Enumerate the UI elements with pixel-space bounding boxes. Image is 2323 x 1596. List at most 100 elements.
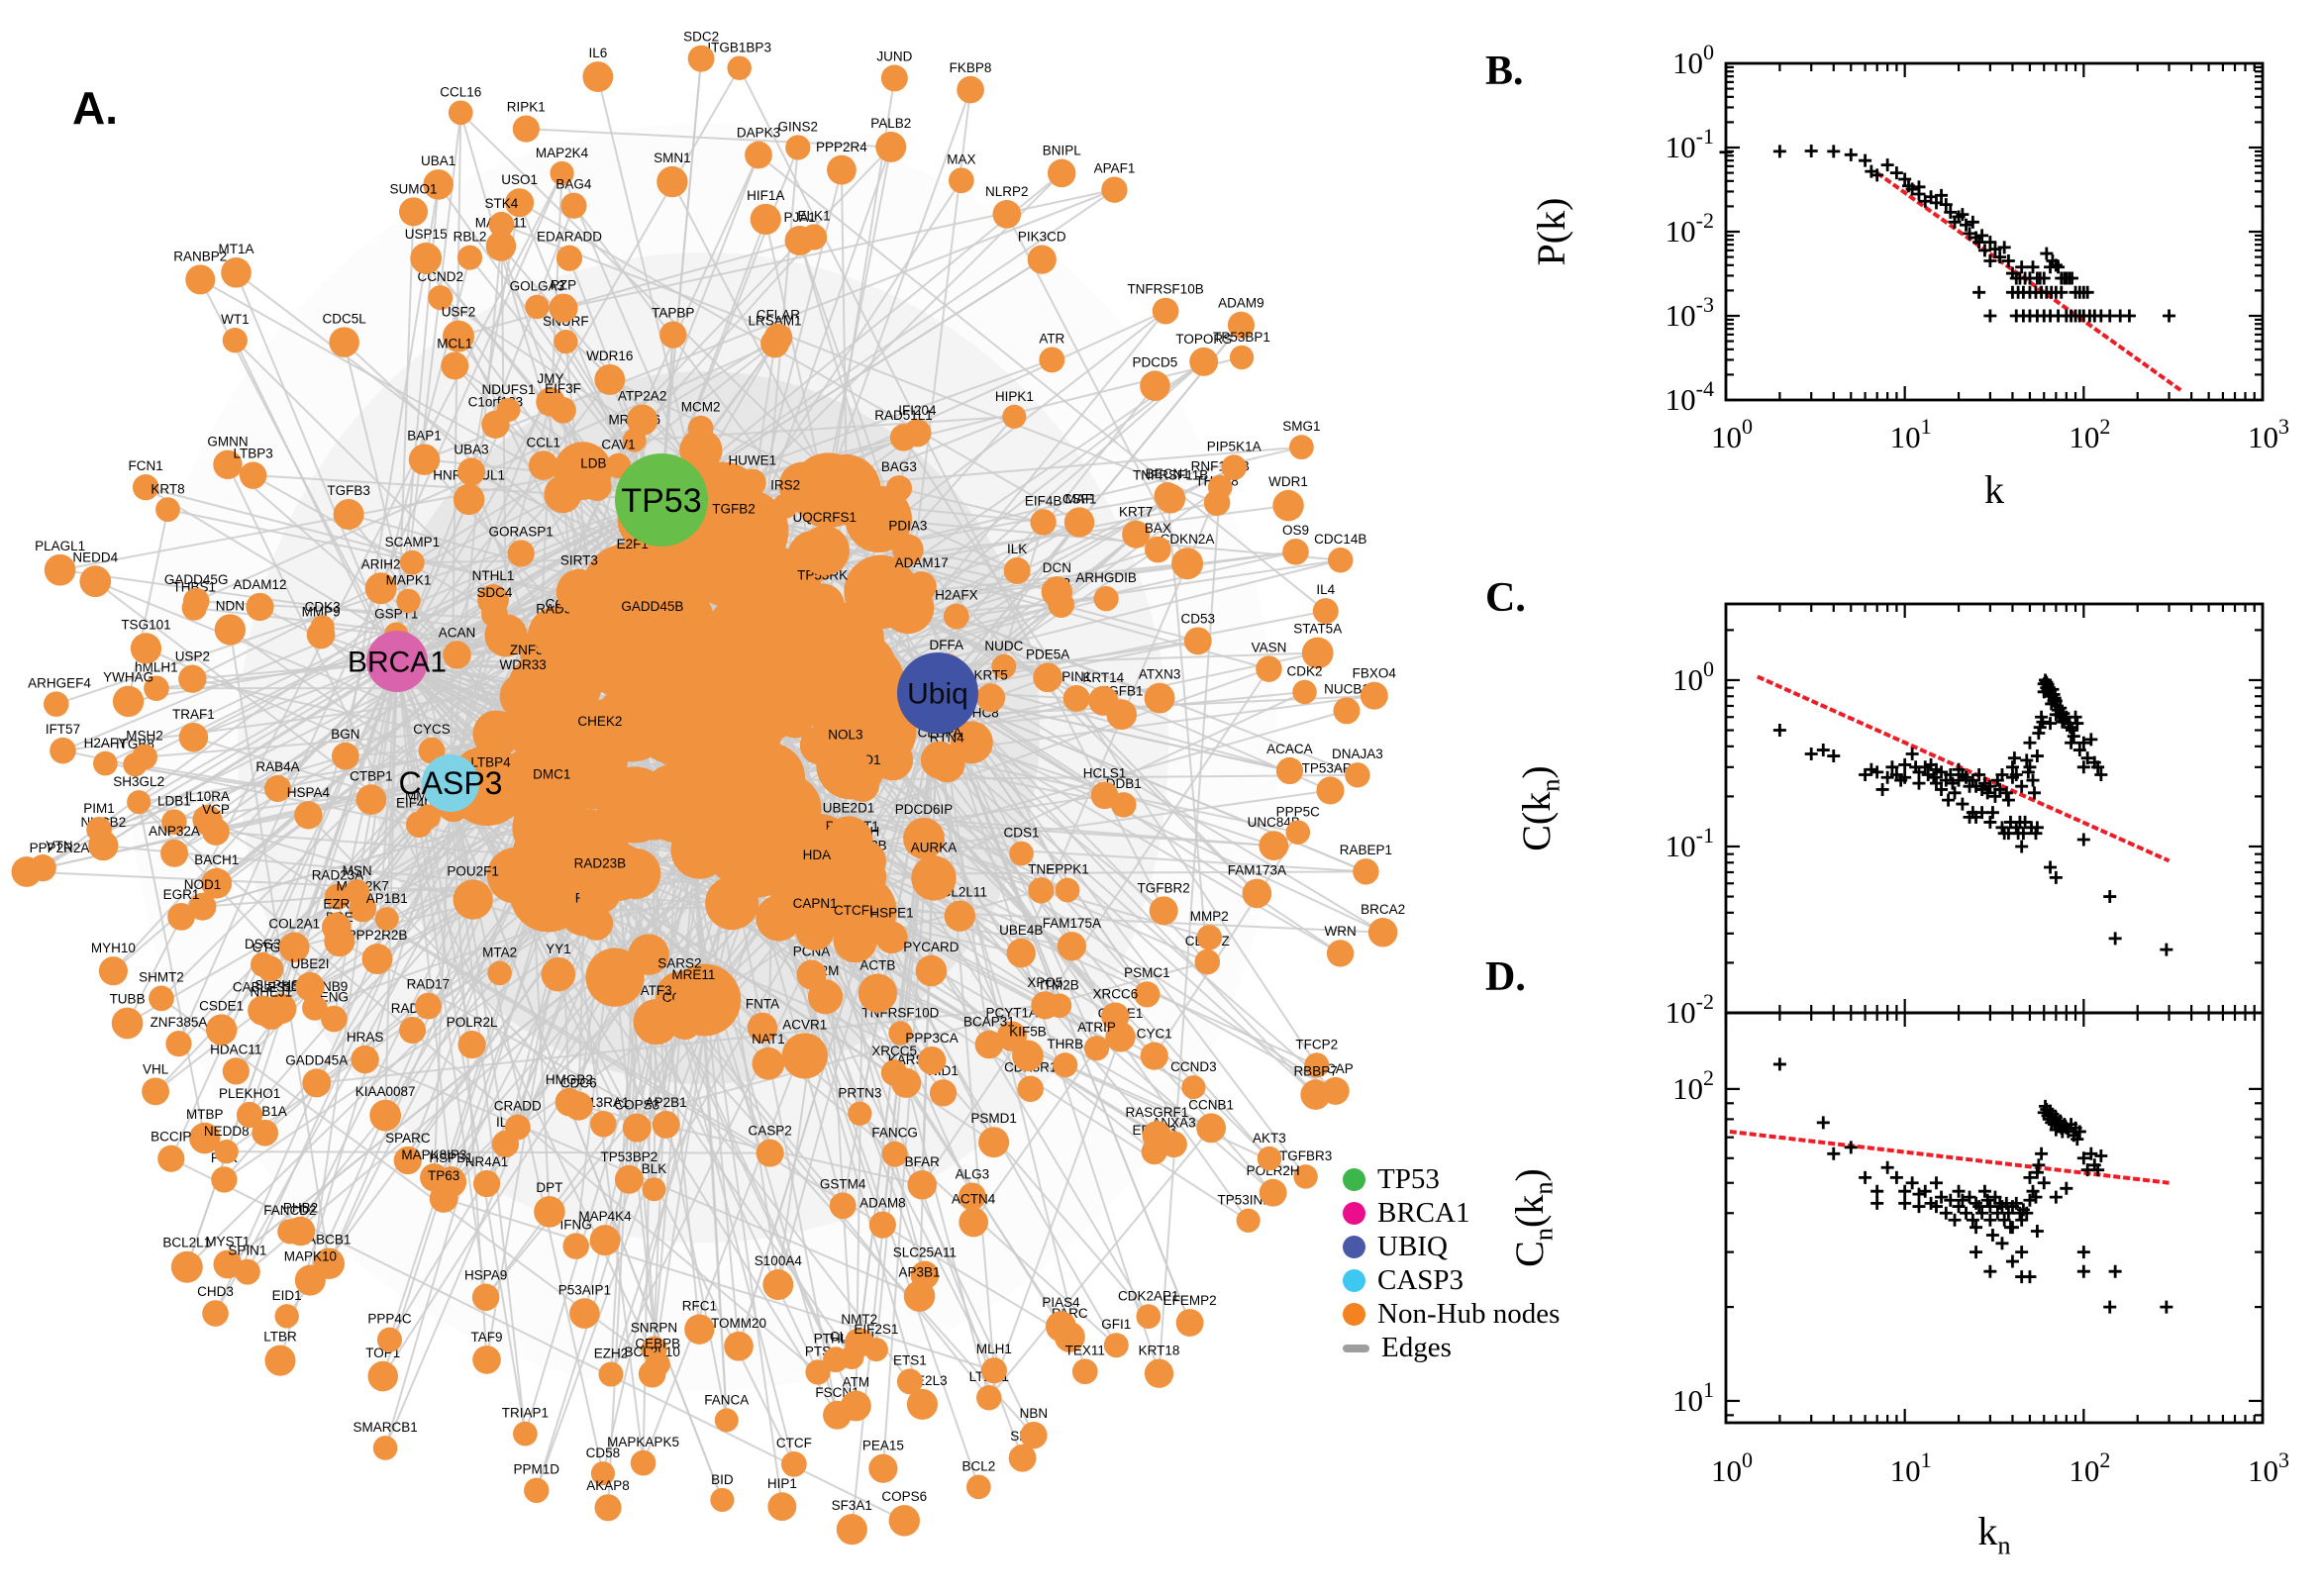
network-node	[1285, 820, 1311, 845]
network-node	[1194, 948, 1221, 975]
network-node	[1083, 1036, 1110, 1061]
network-node-label: CDC14B	[1314, 532, 1366, 547]
network-node	[976, 1385, 1002, 1411]
axis-tick-label: 103	[2248, 1447, 2289, 1488]
network-node-label: IFNG	[560, 1217, 592, 1232]
network-node-label: HMGB2	[546, 1072, 593, 1087]
network-node-label: SLC25A11	[893, 1246, 957, 1260]
network-node-label: GORASP1	[489, 524, 554, 539]
network-node	[170, 1250, 203, 1283]
network-node-label: TOMM20	[711, 1316, 766, 1331]
network-edge	[437, 183, 662, 501]
network-node-label: NUDC	[984, 639, 1023, 653]
network-node	[264, 1345, 296, 1376]
network-node	[396, 588, 421, 614]
network-node	[1272, 489, 1304, 522]
network-edge	[758, 153, 1327, 612]
data-point-marker	[1912, 1200, 1926, 1214]
network-node-label: UQCRFS1	[793, 510, 858, 525]
network-node-label: CD58	[586, 1446, 621, 1460]
network-node-label: PRTN3	[838, 1086, 881, 1101]
hub-label-casp3: CASP3	[399, 765, 503, 801]
network-node	[1003, 556, 1031, 584]
network-edge	[138, 801, 819, 1373]
network-node	[1144, 682, 1175, 714]
network-node	[1012, 1040, 1044, 1072]
network-node	[1257, 1146, 1282, 1171]
network-node	[594, 1494, 622, 1522]
network-edge	[309, 660, 398, 1281]
network-node	[1154, 482, 1181, 510]
legend-label-edges: Edges	[1381, 1332, 1452, 1363]
data-point-marker	[2070, 1133, 2084, 1147]
network-node	[974, 1030, 1004, 1059]
network-node	[582, 61, 614, 92]
network-node	[750, 203, 781, 236]
network-node-label: MAP4K4	[578, 1209, 632, 1224]
network-node	[833, 919, 877, 963]
data-point-marker	[1844, 1141, 1858, 1154]
network-node-label: HSPB1	[429, 1150, 472, 1165]
network-node	[1027, 245, 1057, 274]
network-node	[512, 115, 540, 143]
data-point-marker	[1972, 285, 1986, 299]
edge-dash-icon	[1343, 1344, 1369, 1352]
data-point-marker	[2064, 721, 2077, 735]
network-node-label: EZR	[323, 897, 350, 912]
data-point-marker	[1889, 166, 1903, 180]
network-node	[1175, 1309, 1204, 1337]
network-node-label: NOD1	[184, 877, 222, 892]
network-node	[880, 64, 908, 92]
data-point-marker	[1956, 1193, 1970, 1207]
network-node-label: CDK2AP1	[1118, 1288, 1179, 1303]
axis-tick-label: 10-1	[1666, 124, 1714, 164]
network-node-label: HSPA4	[287, 785, 331, 800]
network-node	[821, 743, 869, 791]
data-point-marker	[2015, 260, 2029, 274]
network-edge	[450, 782, 507, 1145]
network-node-label: GADD45A	[285, 1052, 348, 1067]
network-node-label: TP63	[428, 1168, 459, 1183]
network-node-label: SMARCB1	[353, 1420, 417, 1435]
network-node-label: SDC4	[476, 585, 513, 600]
network-node	[823, 1347, 849, 1373]
network-node-label: KIF5B	[1009, 1024, 1047, 1039]
network-node-label: NR4A1	[465, 1154, 509, 1169]
network-node	[167, 903, 195, 931]
network-edge	[937, 549, 1159, 694]
network-node	[364, 572, 397, 605]
network-node-label: MCM2	[681, 400, 721, 415]
network-node	[738, 468, 766, 497]
network-edge	[600, 721, 795, 1465]
network-node-label: TEX11	[1065, 1343, 1105, 1357]
network-node-label: SCAMP1	[385, 535, 441, 549]
axis-tick-label: 100	[1711, 1447, 1753, 1488]
network-node-label: BECN1	[1146, 466, 1190, 481]
data-point-marker	[1929, 196, 1943, 210]
network-node-label: TNFRSF11B	[1133, 468, 1208, 483]
network-node	[252, 1119, 279, 1147]
network-node	[1028, 877, 1055, 904]
network-edge	[192, 499, 662, 739]
network-node-label: PPP2R4	[816, 140, 867, 154]
network-node	[800, 583, 845, 629]
network-node-label: PPP2R2B	[348, 928, 408, 943]
network-node	[763, 323, 793, 352]
network-node	[1047, 158, 1076, 188]
network-node	[679, 429, 723, 472]
network-node	[274, 1304, 299, 1329]
network-node	[528, 450, 558, 480]
data-point-marker	[2023, 1270, 2037, 1284]
network-node	[1041, 576, 1073, 608]
data-point-marker	[2094, 1149, 2108, 1163]
network-edge	[185, 660, 398, 1268]
network-node-label: GINS2	[778, 119, 819, 134]
data-point-marker	[2016, 827, 2030, 841]
network-node-label: CRADD	[494, 1099, 542, 1114]
network-node	[1256, 655, 1282, 682]
network-node	[453, 483, 485, 516]
legend-item-casp3: CASP3	[1343, 1266, 1560, 1295]
data-point-marker	[2001, 253, 2015, 267]
network-node	[948, 167, 974, 194]
data-point-marker	[1975, 1206, 1989, 1220]
